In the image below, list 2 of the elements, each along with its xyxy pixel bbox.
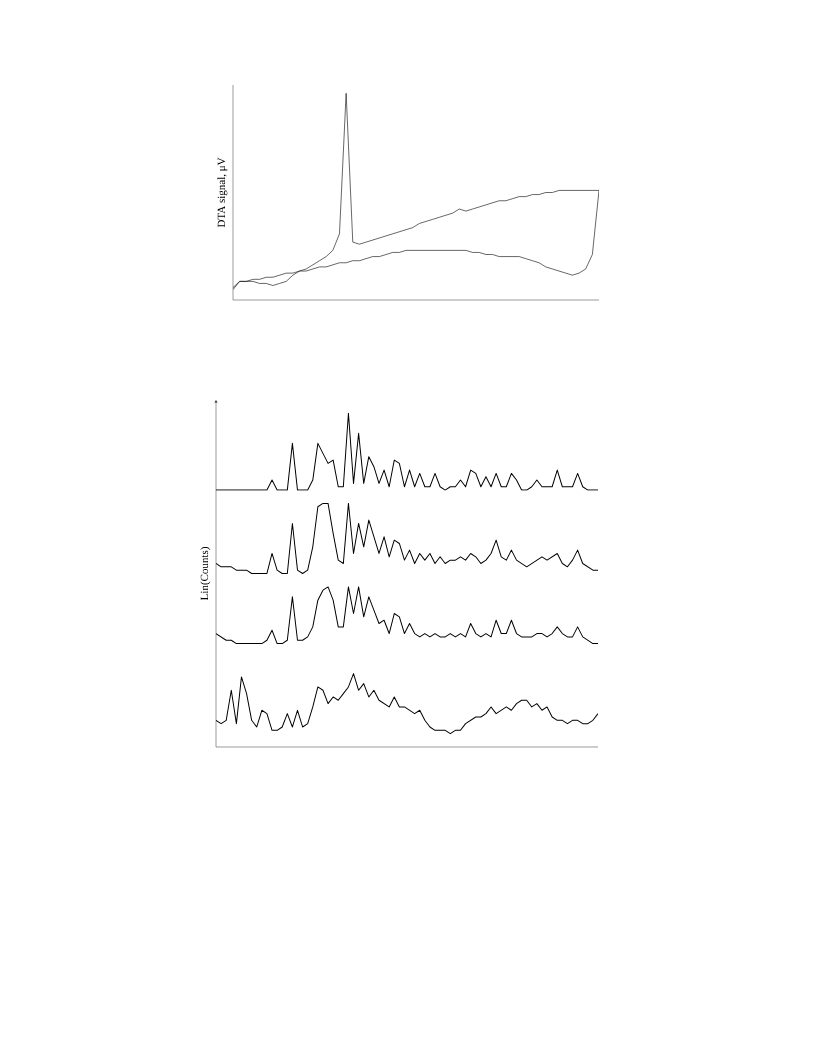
y-axis-title: Lin(Counts) bbox=[200, 547, 211, 601]
y-axis-title: DTA signal, μV bbox=[217, 157, 228, 228]
